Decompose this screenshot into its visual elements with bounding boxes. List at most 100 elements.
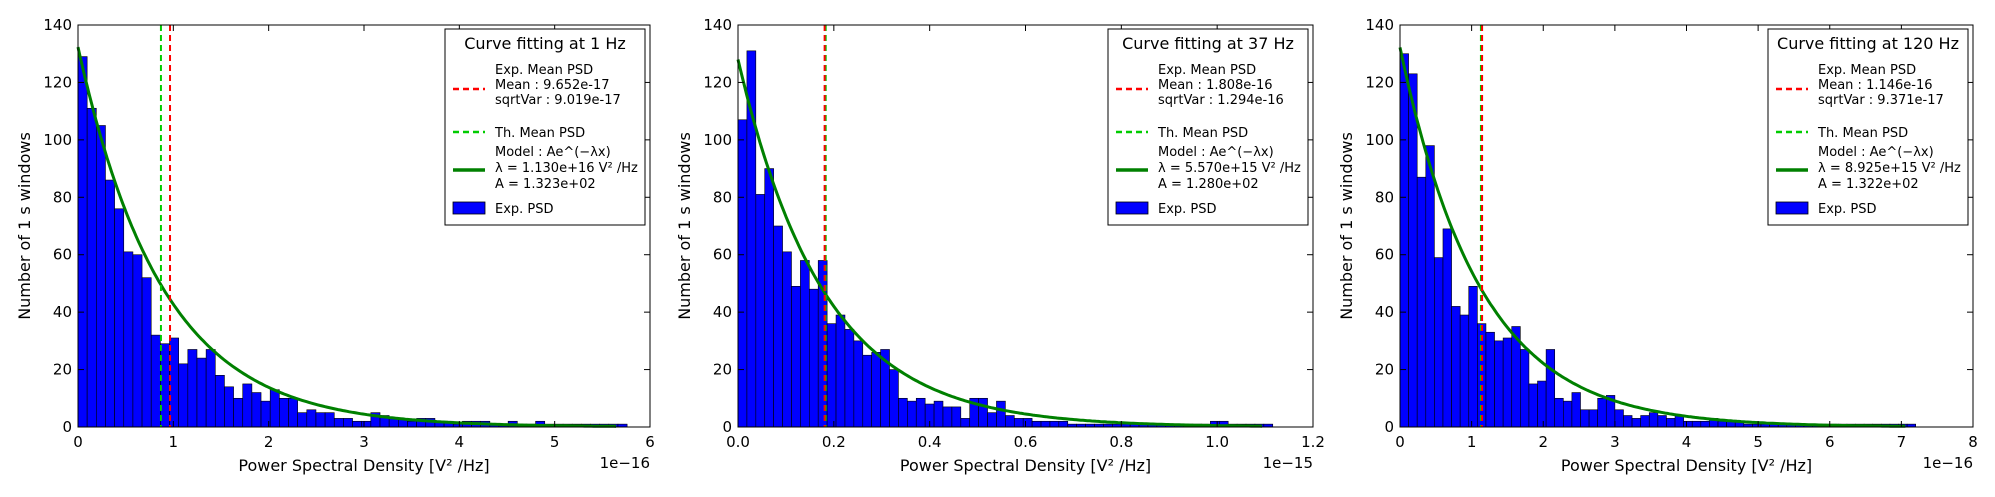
histogram-bar xyxy=(1451,306,1461,428)
histogram-bar xyxy=(315,412,326,428)
histogram-bar xyxy=(1640,415,1650,428)
histogram-bar xyxy=(1631,418,1641,428)
legend-hist-swatch xyxy=(452,201,486,215)
histogram-bar xyxy=(853,340,864,428)
histogram-bar xyxy=(96,125,106,428)
y-tick-label: 40 xyxy=(53,303,72,321)
legend-exp-mean-text: Exp. Mean PSD xyxy=(1818,63,1916,78)
y-tick-label: 140 xyxy=(703,16,732,34)
histogram-bar xyxy=(132,254,143,428)
histogram-bar xyxy=(862,354,872,428)
y-tick-label: 40 xyxy=(713,303,732,321)
histogram-bar xyxy=(1588,409,1598,428)
chart-panel-120hz: 0 20 40 60 80 100 120 140 0 1 2 3 4 5 6 7 8 1e−16 Power Sp… xyxy=(1337,16,1978,475)
x-tick-label: 0.0 xyxy=(726,433,750,451)
legend-title: Curve fitting at 37 Hz xyxy=(1122,34,1294,53)
histogram-bar xyxy=(987,412,997,428)
histogram-bar xyxy=(826,323,837,428)
x-tick-label: 4 xyxy=(1682,433,1692,451)
histogram-bar xyxy=(242,383,253,428)
y-axis-label: Number of 1 s windows xyxy=(15,132,34,320)
histogram-bar xyxy=(1049,420,1060,428)
legend-hist-text: Exp. PSD xyxy=(1158,202,1217,217)
x-tick-label: 8 xyxy=(1968,433,1978,451)
histogram-bar xyxy=(297,412,308,428)
histogram-bar xyxy=(77,56,88,428)
legend-exp-mean-text: Mean : 1.146e-16 xyxy=(1818,78,1933,93)
histogram-bar xyxy=(251,392,262,428)
histogram-bar xyxy=(1674,415,1684,428)
fit-curve xyxy=(76,46,617,428)
histogram-bar xyxy=(791,285,801,428)
x-axis-label: Power Spectral Density [V² /Hz] xyxy=(1561,456,1812,475)
histogram-bar xyxy=(352,420,363,428)
y-tick-label: 60 xyxy=(1375,246,1394,264)
legend-th-mean-text: Th. Mean PSD xyxy=(494,126,585,141)
x-tick-label: 0.6 xyxy=(1014,433,1038,451)
x-tick-label: 1 xyxy=(169,433,179,451)
legend-hist-text: Exp. PSD xyxy=(1818,202,1877,217)
x-tick-label: 1.0 xyxy=(1205,433,1229,451)
histogram-bar xyxy=(196,357,207,428)
y-tick-label: 60 xyxy=(53,246,72,264)
y-axis-label: Number of 1 s windows xyxy=(1337,132,1356,320)
legend-model-text: λ = 1.130e+16 V² /Hz xyxy=(495,161,638,176)
histogram-bar xyxy=(205,349,216,428)
y-tick-label: 20 xyxy=(53,361,72,379)
histogram-bar xyxy=(737,119,748,428)
histogram-bar xyxy=(123,251,134,428)
histogram-bar xyxy=(889,369,899,428)
y-axis-label: Number of 1 s windows xyxy=(675,132,694,320)
legend-model-text: A = 1.322e+02 xyxy=(1818,177,1919,192)
histogram-bar xyxy=(1408,73,1418,428)
y-tick-label: 140 xyxy=(1365,16,1394,34)
histogram-bar xyxy=(915,397,926,428)
legend-box xyxy=(444,28,646,226)
x-tick-label: 7 xyxy=(1897,433,1907,451)
histogram-bar xyxy=(1058,420,1069,428)
legend-model-text: Model : Ae^(−λx) xyxy=(1158,145,1274,160)
histogram-bar xyxy=(1022,418,1033,428)
histogram-bar xyxy=(773,225,783,428)
histogram-bar xyxy=(978,397,988,428)
y-tick-label: 0 xyxy=(722,418,732,436)
histogram-bar xyxy=(800,260,810,428)
histogram-bar xyxy=(1399,53,1409,428)
legend-hist-text: Exp. PSD xyxy=(495,202,554,217)
histogram-bar xyxy=(288,397,298,428)
y-tick-label: 100 xyxy=(703,131,732,149)
x-tick-label: 0 xyxy=(73,433,83,451)
histogram-bar xyxy=(1425,145,1435,428)
x-tick-label: 1 xyxy=(1467,433,1477,451)
histogram-bar xyxy=(150,334,161,428)
histogram-bar xyxy=(279,397,289,428)
histogram-bar xyxy=(1434,257,1444,428)
histogram-bar xyxy=(1700,420,1710,428)
legend-exp-mean-text: Mean : 9.652e-17 xyxy=(495,78,610,93)
histogram-bar xyxy=(1717,420,1727,428)
histogram-bar xyxy=(808,288,819,428)
histogram-bar xyxy=(333,418,344,428)
legend-model-text: A = 1.280e+02 xyxy=(1158,177,1259,192)
y-tick-label: 120 xyxy=(1365,73,1394,91)
histogram-bar xyxy=(1468,285,1478,428)
histogram-bar xyxy=(1416,176,1427,428)
x-tick-label: 4 xyxy=(455,433,465,451)
histogram-bar xyxy=(1537,380,1547,428)
histogram-bar xyxy=(1691,420,1702,428)
legend-exp-mean-text: Mean : 1.808e-16 xyxy=(1158,78,1273,93)
x-tick-label: 1.2 xyxy=(1301,433,1325,451)
histogram-bar xyxy=(996,400,1006,428)
histogram-bar xyxy=(214,375,225,428)
legend-hist-swatch xyxy=(1775,201,1809,215)
histogram-bar xyxy=(907,400,917,428)
histogram-bar xyxy=(1580,409,1590,428)
x-tick-label: 5 xyxy=(550,433,560,451)
histogram-bar xyxy=(871,352,881,428)
y-tick-label: 0 xyxy=(1384,418,1394,436)
histogram-bar xyxy=(1442,228,1452,428)
y-tick-label: 40 xyxy=(1375,303,1394,321)
histogram-bar xyxy=(960,418,971,428)
y-tick-label: 140 xyxy=(43,16,72,34)
x-tick-label: 0.2 xyxy=(822,433,846,451)
